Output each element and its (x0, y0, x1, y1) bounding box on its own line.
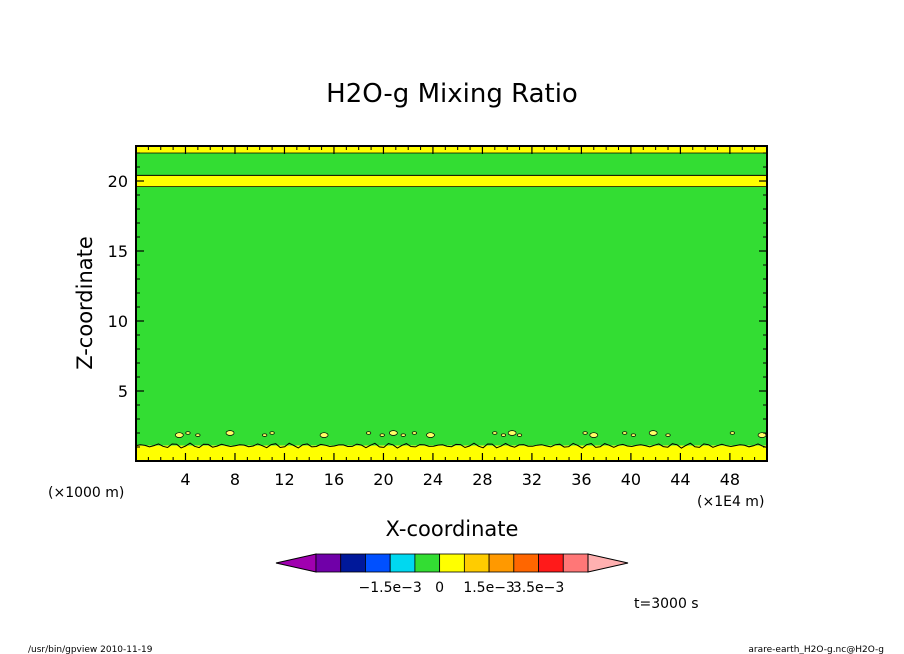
x-unit-label: (×1E4 m) (697, 494, 764, 510)
x-tick-label: 32 (522, 470, 542, 489)
chart-title: H2O-g Mixing Ratio (326, 79, 578, 109)
colorbar-cell (439, 553, 465, 573)
contour-island (582, 431, 588, 435)
contour-island (388, 430, 398, 436)
x-tick-label: 8 (230, 470, 240, 489)
y-tick-label: 5 (118, 382, 128, 401)
colorbar-cell (414, 553, 441, 573)
colorbar-cell (538, 553, 564, 573)
region-top (136, 153, 767, 176)
contour-island (426, 432, 435, 438)
contour-island (516, 433, 523, 437)
colorbar-cell (340, 553, 366, 573)
colorbar-label: 3.5e−3 (513, 580, 565, 596)
contour-island (174, 432, 184, 438)
plot-frame (135, 145, 768, 462)
footer-right: arare-earth_H2O-g.nc@H2O-g (748, 645, 884, 654)
contour-island (665, 433, 671, 437)
colorbar-labels: −1.5e−3 0 1.5e−33.5e−3 (359, 580, 565, 596)
footer-left: /usr/bin/gpview 2010-11-19 (28, 645, 153, 654)
contour-island (379, 433, 385, 437)
y-axis-label: Z-coordinate (73, 236, 97, 370)
y-tick-label: 10 (108, 312, 128, 331)
y-tick-label: 20 (108, 172, 128, 191)
colorbar-cell (365, 553, 391, 573)
colorbar-cell (488, 553, 515, 573)
colorbar-label: 1.5e−3 (463, 580, 515, 596)
x-tick-label: 4 (180, 470, 190, 489)
y-tick-label: 15 (108, 242, 128, 261)
contour-island (269, 431, 275, 435)
x-axis-label: X-coordinate (386, 517, 519, 541)
contour-island (507, 430, 517, 436)
colorbar-high-triangle (587, 553, 629, 573)
colorbar-label: −1.5e−3 (359, 580, 422, 596)
contour-line (135, 442, 768, 449)
x-tick-label: 36 (571, 470, 591, 489)
contour-island (622, 431, 628, 435)
colorbar-cell (463, 553, 490, 573)
x-tick-label: 20 (373, 470, 393, 489)
contour-island (500, 433, 507, 437)
colorbar-cell (513, 553, 539, 573)
region-upper-band (136, 175, 767, 187)
x-tick-label: 12 (274, 470, 294, 489)
colorbar-label: 0 (435, 580, 444, 596)
contour-island (729, 431, 735, 435)
contour-island (400, 433, 406, 437)
x-tick-label: 24 (423, 470, 443, 489)
contour-island (411, 431, 417, 435)
y-unit-label: (×1000 m) (48, 485, 124, 501)
y-tick-labels: 5 10 15 20 (108, 172, 128, 401)
contour-island (366, 431, 372, 435)
x-tick-label: 16 (324, 470, 344, 489)
contour-island (185, 431, 191, 435)
colorbar-cell (315, 553, 342, 573)
colorbar (275, 553, 629, 573)
colorbar-cell (389, 553, 416, 573)
contour-island (630, 433, 636, 437)
region-lower-layer (136, 445, 767, 461)
colorbar-low-triangle (275, 553, 317, 573)
contour-island (195, 433, 201, 437)
x-tick-labels: 4 8 12 16 20 24 28 32 36 40 44 48 (180, 470, 740, 489)
plot-area (135, 145, 768, 462)
contour-island (225, 430, 235, 436)
region-bulk (136, 186, 767, 446)
contour-island (319, 432, 329, 438)
x-tick-label: 40 (621, 470, 641, 489)
contour-island (492, 431, 498, 435)
contour-island (648, 430, 658, 436)
region-top-edge (136, 146, 767, 153)
contour-island (589, 432, 599, 438)
x-tick-label: 28 (472, 470, 492, 489)
time-label: t=3000 s (634, 596, 699, 612)
x-tick-label: 48 (720, 470, 740, 489)
x-tick-label: 44 (670, 470, 690, 489)
contour-island (262, 433, 268, 437)
colorbar-cell (562, 553, 589, 573)
